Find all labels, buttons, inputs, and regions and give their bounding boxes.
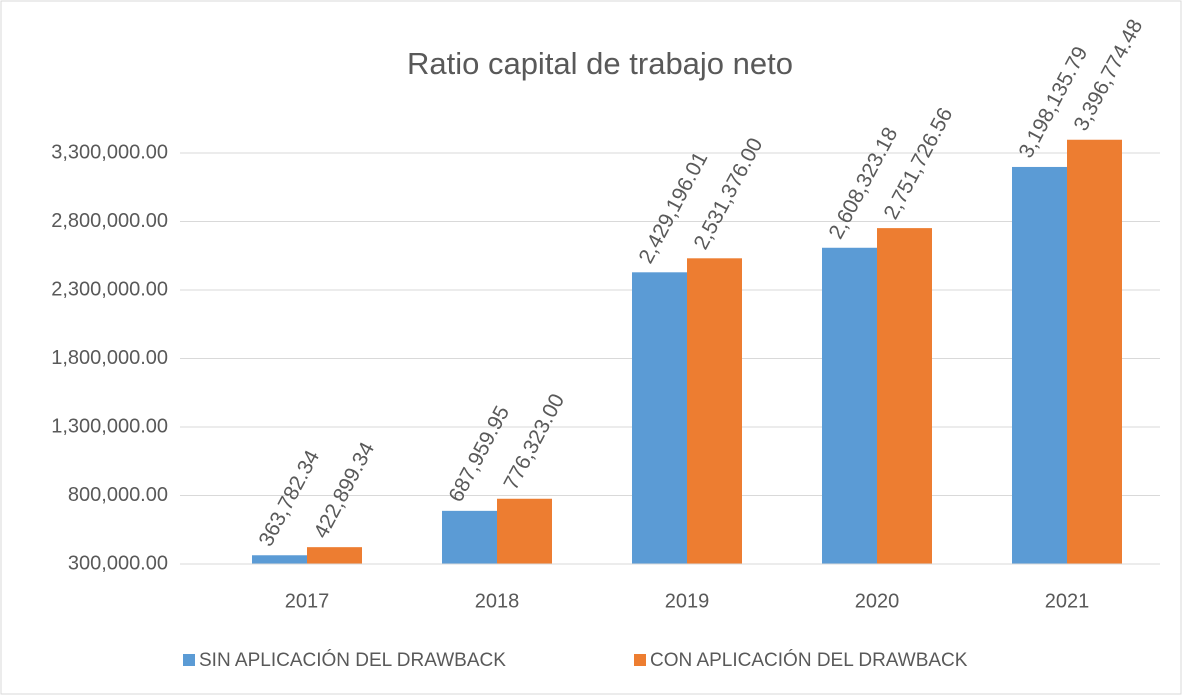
x-tick-label: 2017 <box>285 590 330 612</box>
y-tick-label: 1,800,000.00 <box>51 347 168 369</box>
bar <box>442 510 497 564</box>
x-tick-label: 2018 <box>475 590 520 612</box>
y-tick-label: 1,300,000.00 <box>51 415 168 437</box>
bar <box>1012 166 1067 565</box>
x-tick-label: 2020 <box>855 590 900 612</box>
bar <box>877 228 932 564</box>
bar <box>497 498 552 564</box>
y-tick-label: 2,800,000.00 <box>51 210 168 232</box>
bar <box>252 555 307 564</box>
x-tick-label: 2019 <box>665 590 710 612</box>
legend-swatch <box>183 654 195 666</box>
bar <box>632 272 687 564</box>
y-tick-label: 3,300,000.00 <box>51 141 168 163</box>
legend-label: SIN APLICACIÓN DEL DRAWBACK <box>199 649 506 671</box>
y-tick-label: 2,300,000.00 <box>51 278 168 300</box>
bar <box>687 258 742 564</box>
chart-title: Ratio capital de trabajo neto <box>407 46 793 81</box>
legend-label: CON APLICACIÓN DEL DRAWBACK <box>650 649 968 671</box>
legend-swatch <box>634 654 646 666</box>
bar <box>307 547 362 564</box>
y-tick-label: 300,000.00 <box>68 552 168 574</box>
y-tick-label: 800,000.00 <box>68 484 168 506</box>
x-tick-label: 2021 <box>1045 590 1090 612</box>
bar <box>822 247 877 565</box>
bar <box>1067 139 1122 565</box>
